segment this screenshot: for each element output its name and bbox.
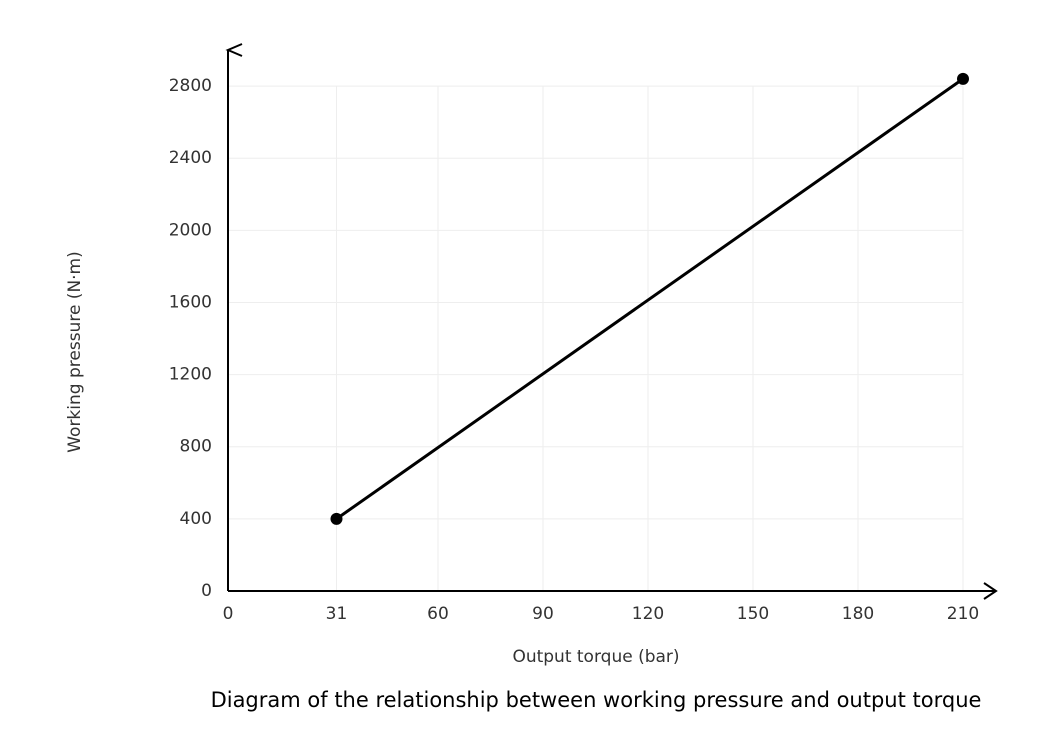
x-tick-label: 60: [427, 604, 449, 624]
x-tick-label: 150: [737, 604, 769, 624]
data-point: [957, 72, 969, 85]
x-tick-label: 120: [632, 604, 664, 624]
x-tick-label: 90: [532, 604, 554, 624]
y-tick-label: 1600: [169, 292, 212, 312]
y-tick-label: 2400: [169, 148, 212, 168]
x-axis-arrow: [983, 582, 998, 600]
x-tick-label: 31: [326, 604, 348, 624]
data-point: [330, 512, 343, 525]
y-tick-label: 0: [201, 581, 212, 601]
y-tick-label: 1200: [169, 365, 212, 385]
x-tick-label: 180: [842, 604, 874, 624]
line: [335, 77, 964, 521]
y-tick-label: 400: [180, 509, 212, 529]
y-tick-label: 800: [180, 437, 212, 457]
x-tick-label: 210: [947, 604, 979, 624]
y-tick-label: 2800: [169, 76, 212, 96]
y-axis-arrow: [225, 43, 243, 57]
chart-title: Diagram of the relationship between work…: [211, 688, 982, 712]
y-axis-label: Working pressure (N·m): [65, 251, 85, 453]
x-axis-label: Output torque (bar): [512, 647, 679, 667]
y-tick-label: 2000: [169, 220, 212, 240]
x-tick-label: 0: [223, 604, 234, 624]
